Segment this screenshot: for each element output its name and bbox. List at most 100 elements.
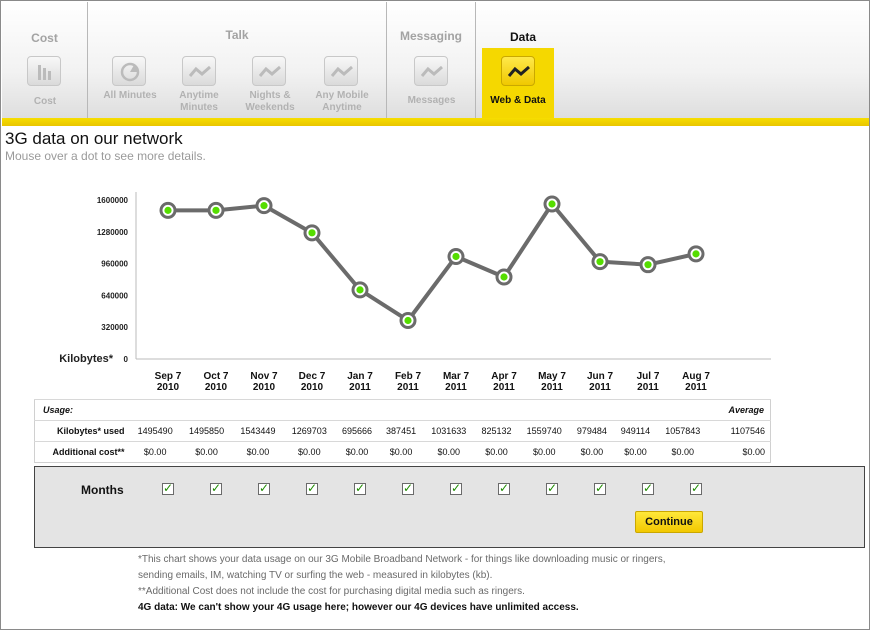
table-cell: $0.00 bbox=[335, 441, 380, 463]
table-row: Additional cost** $0.00 $0.00 $0.00 $0.00 $0.… bbox=[34, 441, 771, 463]
month-checkbox[interactable]: ✓ bbox=[594, 481, 606, 495]
month-checkbox[interactable]: ✓ bbox=[354, 481, 366, 495]
row-average: 1107546 bbox=[708, 420, 771, 442]
x-tick-label: Jan 7 bbox=[347, 371, 373, 382]
row-average: $0.00 bbox=[708, 441, 771, 463]
data-point bbox=[548, 200, 556, 208]
tab-cost[interactable]: Cost bbox=[2, 2, 88, 118]
x-tick-label-year: 2011 bbox=[349, 382, 371, 393]
x-tick-label-year: 2010 bbox=[157, 382, 180, 393]
check-icon: ✓ bbox=[451, 481, 462, 495]
x-tick-label-year: 2011 bbox=[637, 382, 659, 393]
footnote-line: **Additional Cost does not include the c… bbox=[138, 586, 525, 597]
table-cell: 1559740 bbox=[518, 420, 570, 442]
group-title-data: Data bbox=[509, 30, 536, 44]
month-checkbox[interactable]: ✓ bbox=[498, 481, 510, 495]
tab-any-mobile-anytime[interactable]: Any Mobile Anytime bbox=[310, 2, 374, 118]
table-cell: $0.00 bbox=[569, 441, 614, 463]
table-cell bbox=[335, 399, 380, 421]
table-cell: $0.00 bbox=[657, 441, 709, 463]
data-point bbox=[692, 250, 700, 258]
data-point bbox=[212, 206, 220, 214]
data-point bbox=[308, 229, 316, 237]
data-point bbox=[500, 273, 508, 281]
month-checkbox[interactable]: ✓ bbox=[402, 481, 414, 495]
group-title-cost: Cost bbox=[31, 31, 58, 45]
usage-line-chart: 1600000 1280000 960000 640000 320000 0 Kilobyt… bbox=[59, 192, 771, 393]
month-checkbox[interactable]: ✓ bbox=[450, 481, 462, 495]
continue-button[interactable]: Continue bbox=[635, 511, 703, 533]
table-cell: 1269703 bbox=[283, 420, 335, 442]
data-point bbox=[644, 261, 652, 269]
tab-label-web-data: Web & Data bbox=[490, 95, 546, 106]
table-cell: $0.00 bbox=[613, 441, 657, 463]
table-header-row: Usage: Average bbox=[34, 399, 771, 421]
table-cell bbox=[569, 399, 614, 421]
table-cell bbox=[129, 399, 181, 421]
series-line bbox=[167, 202, 697, 323]
month-checkbox[interactable]: ✓ bbox=[546, 481, 558, 495]
data-point bbox=[404, 316, 412, 325]
table-header-average: Average bbox=[708, 399, 771, 421]
table-cell: 1543449 bbox=[232, 420, 284, 442]
month-checkbox[interactable]: ✓ bbox=[162, 481, 174, 495]
check-icon: ✓ bbox=[595, 481, 606, 495]
table-cell bbox=[232, 399, 284, 421]
y-tick-label: 640000 bbox=[101, 291, 128, 300]
tab-nights-weekends[interactable]: Nights & Weekends bbox=[238, 2, 302, 118]
y-tick-label: 320000 bbox=[101, 323, 128, 332]
x-tick-label-year: 2011 bbox=[445, 382, 467, 393]
tab-group-messaging: Messaging Messages bbox=[387, 2, 476, 118]
table-cell bbox=[474, 399, 519, 421]
x-tick-label-year: 2011 bbox=[685, 382, 707, 393]
table-cell: 1057843 bbox=[657, 420, 709, 442]
data-point bbox=[596, 258, 604, 266]
table-cell: 825132 bbox=[474, 420, 519, 442]
line-chart-icon bbox=[182, 56, 216, 86]
month-checkbox[interactable]: ✓ bbox=[690, 481, 702, 495]
x-tick-label: Oct 7 bbox=[203, 371, 228, 382]
row-label: Kilobytes* used bbox=[34, 420, 130, 442]
check-icon: ✓ bbox=[643, 481, 654, 495]
table-cell: $0.00 bbox=[129, 441, 181, 463]
month-checkbox[interactable]: ✓ bbox=[210, 481, 222, 495]
table-cell: 979484 bbox=[569, 420, 614, 442]
table-cell: 949114 bbox=[613, 420, 657, 442]
pie-chart-icon bbox=[112, 56, 146, 86]
table-cell: $0.00 bbox=[180, 441, 233, 463]
check-icon: ✓ bbox=[547, 481, 558, 495]
tab-group-cost: Cost Cost bbox=[2, 2, 88, 118]
tab-group-talk: Talk All Minutes Anytime Minutes Nights … bbox=[88, 2, 387, 118]
months-label: Months bbox=[81, 483, 124, 497]
line-chart-icon bbox=[501, 56, 535, 86]
x-tick-label: Mar 7 bbox=[443, 371, 470, 382]
month-checkbox[interactable]: ✓ bbox=[306, 481, 318, 495]
month-checkbox[interactable]: ✓ bbox=[258, 481, 270, 495]
months-selector: Months ✓ ✓ ✓ ✓ ✓ ✓ ✓ ✓ ✓ ✓ ✓ ✓ Continue bbox=[34, 466, 865, 548]
check-icon: ✓ bbox=[691, 481, 702, 495]
tab-anytime-minutes[interactable]: Anytime Minutes bbox=[168, 2, 230, 118]
page-subtitle: Mouse over a dot to see more details. bbox=[5, 149, 206, 163]
x-tick-label: Dec 7 bbox=[299, 371, 326, 382]
x-tick-label-year: 2011 bbox=[397, 382, 419, 393]
group-title-messaging: Messaging bbox=[399, 29, 462, 43]
table-cell bbox=[518, 399, 570, 421]
footnote-line: sending emails, IM, watching TV or surfi… bbox=[138, 570, 493, 581]
data-point bbox=[164, 206, 172, 214]
y-tick-label: 1600000 bbox=[97, 196, 129, 205]
month-checkbox[interactable]: ✓ bbox=[642, 481, 654, 495]
table-cell: $0.00 bbox=[423, 441, 475, 463]
tab-all-minutes[interactable]: All Minutes bbox=[100, 2, 160, 118]
y-axis-title: Kilobytes* bbox=[59, 353, 114, 365]
x-tick-label-year: 2010 bbox=[205, 382, 228, 393]
table-row: Kilobytes* used 1495490 1495850 1543449 1269… bbox=[34, 420, 771, 442]
x-tick-label: Feb 7 bbox=[395, 371, 422, 382]
data-point bbox=[452, 252, 460, 261]
tab-web-data[interactable]: Web & Data bbox=[482, 48, 554, 118]
check-icon: ✓ bbox=[355, 481, 366, 495]
tab-messages[interactable]: Messages bbox=[387, 2, 476, 118]
y-tick-label: 0 bbox=[124, 355, 129, 364]
check-icon: ✓ bbox=[211, 481, 222, 495]
footnotes: *This chart shows your data usage on our… bbox=[138, 552, 828, 616]
x-tick-label: Apr 7 bbox=[491, 371, 517, 382]
